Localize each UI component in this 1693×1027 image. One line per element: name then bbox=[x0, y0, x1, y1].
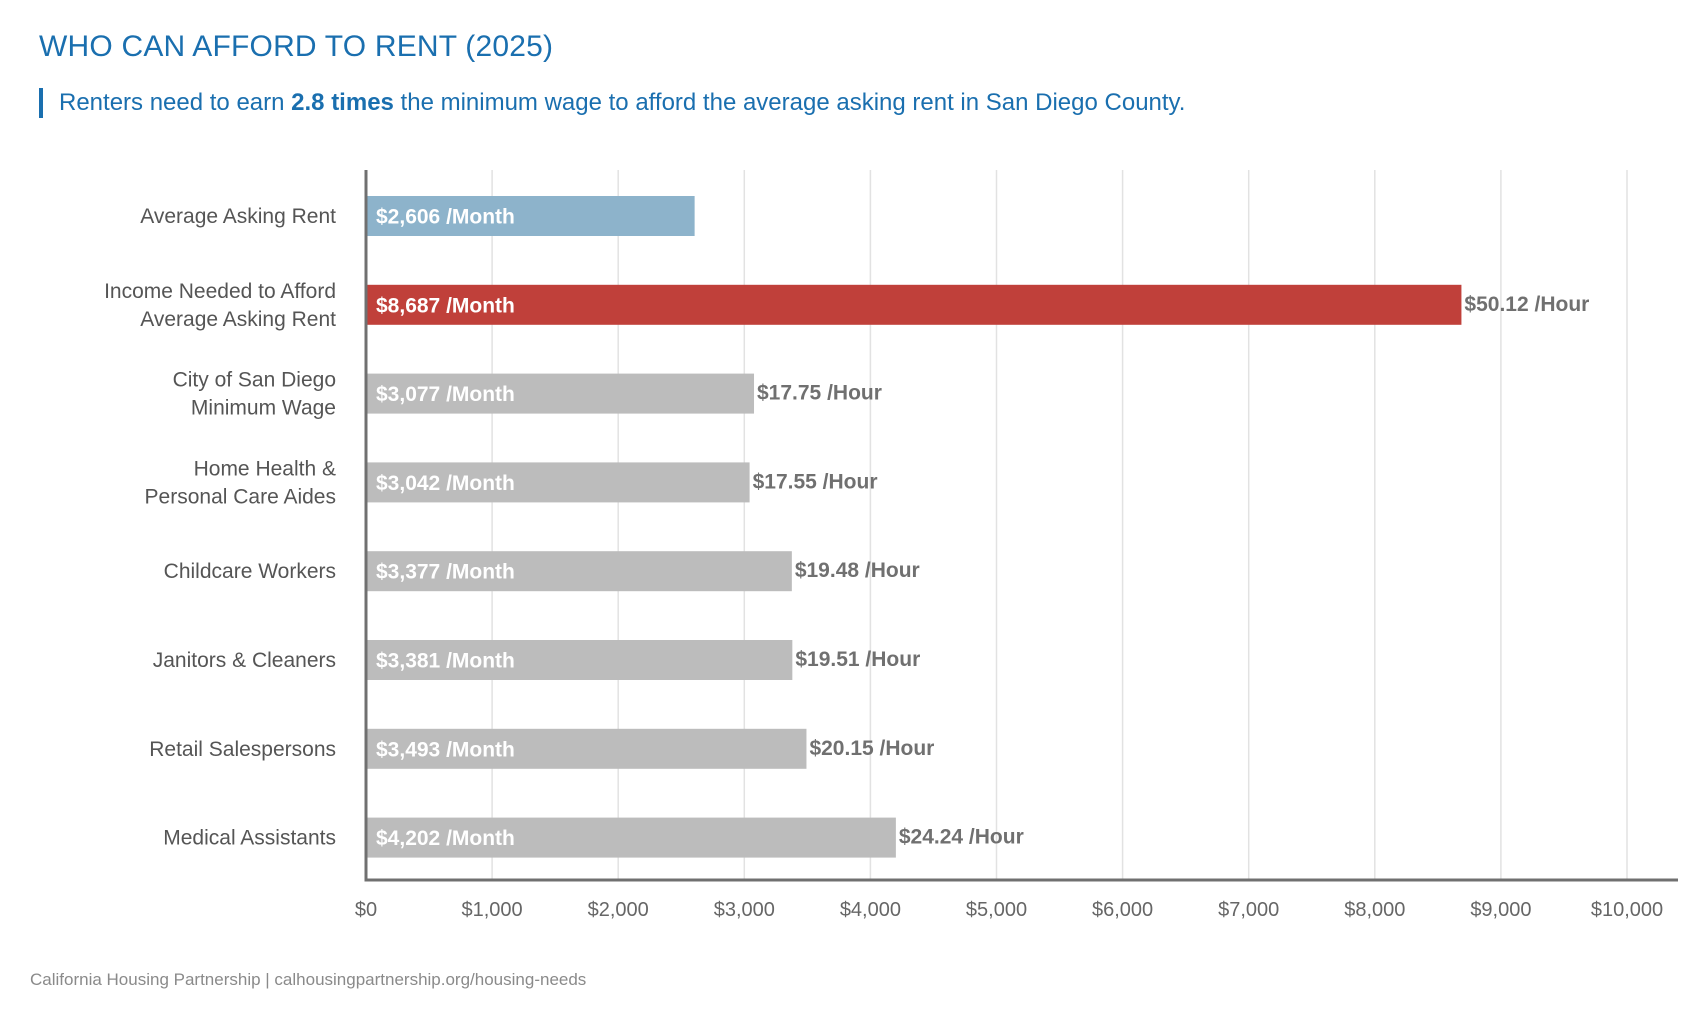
bar bbox=[366, 196, 695, 236]
x-tick-label: $6,000 bbox=[1092, 899, 1153, 921]
bar-monthly-label: $3,377 /Month bbox=[376, 561, 515, 584]
bar-monthly-label: $3,077 /Month bbox=[376, 383, 515, 406]
category-labels: Average Asking Rent Income Needed to Affo… bbox=[104, 205, 336, 850]
category-label: City of San Diego bbox=[173, 369, 336, 392]
bar-monthly-label: $3,381 /Month bbox=[376, 650, 515, 673]
bar bbox=[366, 284, 1462, 325]
category-label: Average Asking Rent bbox=[140, 205, 336, 228]
subtitle-text-start: Renters need to earn bbox=[59, 89, 292, 116]
bar-hourly-label: $19.48 /Hour bbox=[795, 559, 920, 582]
bar-hourly-label: $17.75 /Hour bbox=[757, 382, 882, 405]
x-tick-label: $4,000 bbox=[840, 899, 901, 921]
bar-hourly-label: $17.55 /Hour bbox=[753, 470, 878, 493]
x-tick-label: $7,000 bbox=[1218, 899, 1279, 921]
x-tick-label: $8,000 bbox=[1344, 899, 1405, 921]
x-tick-label: $9,000 bbox=[1470, 899, 1531, 921]
bar bbox=[366, 551, 792, 592]
bar-hourly-label: $19.51 /Hour bbox=[795, 648, 920, 671]
subtitle-text-end: the minimum wage to afford the average a… bbox=[393, 89, 1186, 116]
category-label: Retail Salespersons bbox=[149, 738, 336, 761]
subtitle-highlight: 2.8 times bbox=[291, 89, 394, 116]
bar-monthly-label: $3,493 /Month bbox=[376, 738, 515, 761]
category-label: Minimum Wage bbox=[191, 397, 336, 420]
chart-title: WHO CAN AFFORD TO RENT (2025) bbox=[39, 30, 554, 63]
bar-monthly-label: $3,042 /Month bbox=[376, 472, 515, 495]
bar bbox=[366, 817, 896, 858]
category-label: Janitors & Cleaners bbox=[153, 649, 336, 672]
bar bbox=[366, 373, 755, 414]
x-tick-labels: $0 $1,000 $2,000 $3,000 $4,000 $5,000 $6,000 $7… bbox=[355, 899, 1663, 921]
bar-hourly-label: $20.15 /Hour bbox=[809, 737, 934, 760]
x-tick-label: $1,000 bbox=[462, 899, 523, 921]
bar-monthly-label: $4,202 /Month bbox=[376, 827, 515, 850]
category-label: Medical Assistants bbox=[163, 827, 336, 850]
bar-monthly-label: $2,606 /Month bbox=[376, 206, 515, 229]
category-label: Average Asking Rent bbox=[140, 308, 336, 331]
source-footer: California Housing Partnership | calhous… bbox=[30, 970, 587, 989]
bar-hourly-label: $50.12 /Hour bbox=[1464, 293, 1589, 316]
x-tick-label: $2,000 bbox=[588, 899, 649, 921]
category-label: Home Health & bbox=[194, 457, 336, 480]
bar bbox=[366, 640, 793, 680]
gridlines bbox=[491, 170, 1628, 880]
bar-chart: $2,606 /Month $8,687 /Month $50.12 /Hour $3… bbox=[104, 170, 1678, 921]
category-label: Income Needed to Afford bbox=[104, 280, 336, 303]
x-tick-label: $0 bbox=[355, 899, 377, 921]
bar-hourly-label: $24.24 /Hour bbox=[899, 826, 1024, 849]
x-tick-label: $3,000 bbox=[714, 899, 775, 921]
bar bbox=[366, 728, 807, 769]
chart-subtitle: Renters need to earn 2.8 times the minim… bbox=[39, 88, 1185, 118]
x-tick-label: $5,000 bbox=[966, 899, 1027, 921]
bar bbox=[366, 462, 750, 503]
x-tick-label: $10,000 bbox=[1591, 899, 1663, 921]
bars: $2,606 /Month $8,687 /Month $50.12 /Hour $3… bbox=[366, 196, 1589, 858]
category-label: Childcare Workers bbox=[164, 560, 336, 583]
axes bbox=[364, 170, 1678, 882]
bar-monthly-label: $8,687 /Month bbox=[376, 294, 515, 317]
category-label: Personal Care Aides bbox=[145, 485, 336, 508]
